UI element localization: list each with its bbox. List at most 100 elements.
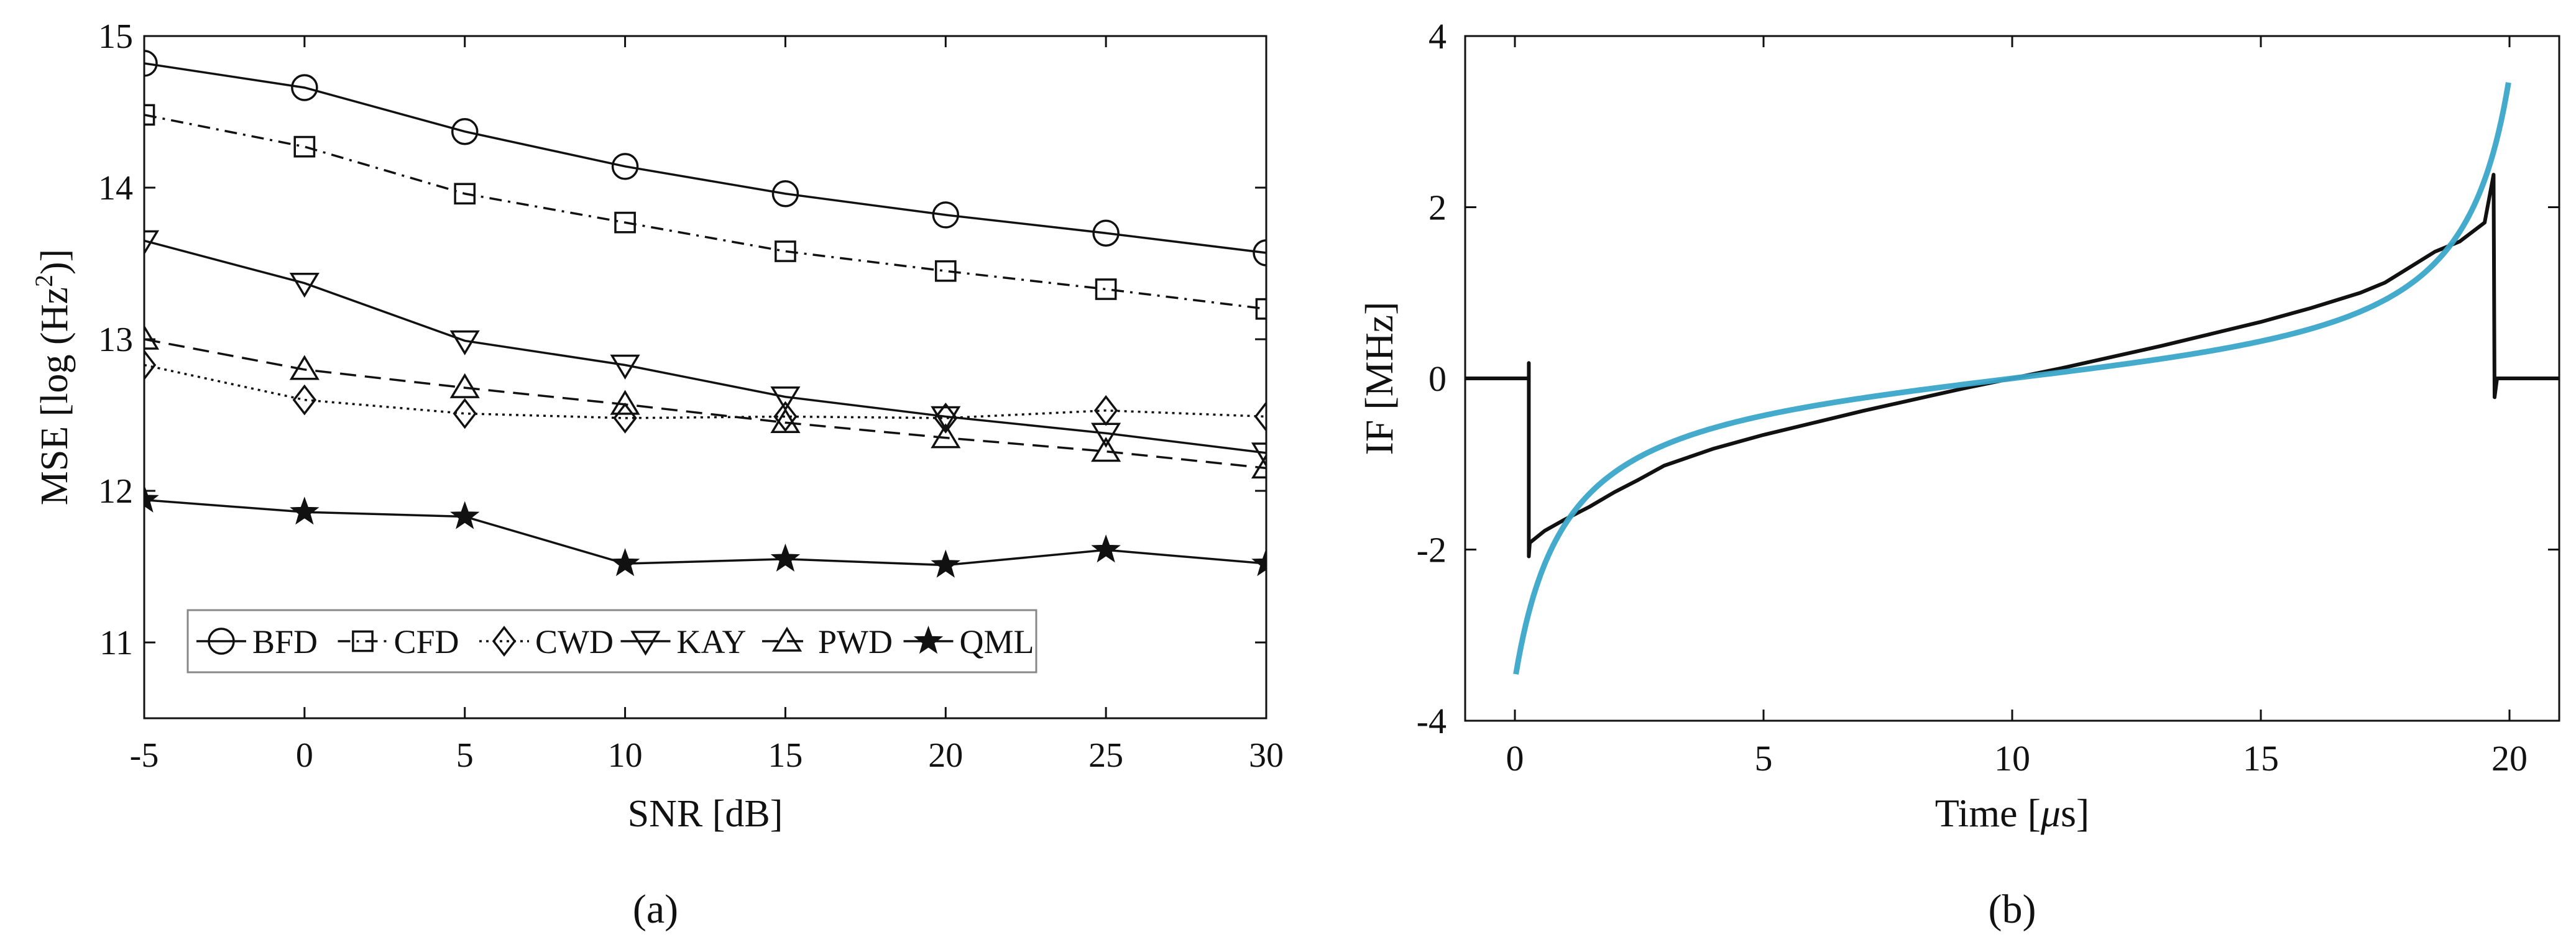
data-point-bfd: [451, 117, 479, 145]
legend-label-kay: KAY: [677, 623, 747, 660]
y-axis-label-end: )]: [34, 249, 76, 275]
series-line-cfd: [144, 114, 1266, 310]
data-point-kay: [289, 272, 320, 298]
x-axis-label: SNR [dB]: [628, 793, 783, 835]
data-point-cfd: [614, 211, 636, 234]
series-line-cwd: [144, 363, 1266, 419]
x-axis-label: Time [μs]: [1935, 791, 2089, 835]
data-point-kay: [144, 230, 160, 255]
panel-b: 0 5 10 15 20 -4 -2 0 2 4 Time [μs] IF [MHz] (b): [1357, 16, 2560, 932]
y-tick-label: -2: [1417, 530, 1447, 570]
legend-box: [186, 609, 1037, 674]
series-kay: [144, 230, 1266, 468]
x-tick-label: 10: [1994, 738, 2030, 779]
series-line-kay: [144, 239, 1266, 454]
series-qml: [144, 484, 1266, 578]
data-point-cfd: [454, 183, 476, 205]
x-tick-label: 0: [1506, 738, 1524, 779]
data-point-cwd: [453, 398, 477, 429]
x-tick-label: 5: [456, 736, 474, 775]
x-axis-label-end: s]: [2061, 791, 2089, 835]
y-tick-label: 15: [98, 17, 133, 56]
data-point-bfd: [611, 153, 639, 180]
legend-marker-cwd: [492, 626, 517, 657]
data-point-kay: [931, 406, 961, 431]
data-point-cfd: [775, 240, 796, 262]
data-point-cwd: [292, 384, 317, 416]
data-point-pwd: [770, 408, 801, 433]
data-point-bfd: [291, 74, 318, 101]
legend-marker-cfd: [352, 630, 374, 652]
data-point-cfd: [1255, 298, 1266, 320]
series-pwd: [144, 324, 1266, 479]
data-point-pwd: [1091, 437, 1121, 462]
series-cfd: [144, 104, 1266, 320]
data-point-pwd: [449, 373, 480, 398]
y-axis-label: IF [MHz]: [1357, 301, 1401, 455]
x-tick-label: 20: [2491, 738, 2528, 779]
y-axis-label-main: MSE [log (Hz: [34, 287, 76, 505]
series-line-true-if: [1513, 82, 2511, 675]
legend-marker-bfd: [208, 628, 235, 655]
data-point-qml: [610, 548, 640, 577]
panel-label-a: (a): [633, 887, 678, 932]
data-point-pwd: [1251, 453, 1266, 479]
data-point-cwd: [934, 403, 958, 434]
data-point-cfd: [934, 260, 957, 282]
data-point-pwd: [610, 390, 640, 415]
legend-marker-qml: [913, 626, 944, 654]
legend-label-qml: QML: [960, 623, 1034, 660]
data-point-cwd: [773, 401, 798, 432]
data-point-kay: [610, 354, 640, 380]
data-point-cfd: [144, 104, 155, 126]
data-point-cfd: [293, 135, 316, 158]
legend: BFD CFD CWD KAY PWD QML: [186, 609, 1037, 674]
data-point-qml: [290, 496, 320, 525]
legend-marker-kay: [630, 631, 661, 656]
series-line-estimated-if: [1465, 173, 2559, 559]
x-tick-label: 0: [296, 736, 313, 775]
y-tick-label: -4: [1417, 701, 1447, 741]
data-point-pwd: [289, 355, 320, 380]
y-tick-label: 14: [98, 169, 133, 208]
series-cwd: [144, 349, 1266, 434]
data-point-kay: [449, 330, 480, 355]
data-point-kay: [1091, 422, 1121, 448]
data-point-qml: [1251, 548, 1266, 577]
plot-area: [1465, 82, 2559, 675]
data-point-qml: [449, 501, 480, 529]
x-tick-label: 15: [768, 736, 803, 775]
legend-marker-pwd: [771, 626, 803, 652]
x-tick-label: 15: [2243, 738, 2279, 779]
data-point-bfd: [1092, 219, 1120, 247]
x-tick-label: -5: [130, 736, 159, 775]
data-point-bfd: [771, 180, 799, 208]
data-point-bfd: [1253, 239, 1266, 267]
data-point-qml: [1091, 534, 1121, 563]
legend-label-bfd: BFD: [252, 623, 318, 660]
y-tick-label: 13: [98, 321, 133, 359]
y-tick-label: 11: [99, 624, 133, 662]
x-tick-label: 5: [1755, 738, 1773, 779]
data-point-cwd: [144, 349, 157, 381]
data-point-cwd: [1254, 401, 1266, 432]
y-axis-label-superscript: 2: [30, 275, 58, 287]
data-point-kay: [770, 386, 801, 412]
data-point-pwd: [931, 423, 961, 449]
panel-a: -5 0 5 10 15 20 25 30 11 12 13 14 15 SNR [dB] MSE [log…: [30, 17, 1284, 932]
data-point-pwd: [144, 324, 160, 350]
y-tick-label: 0: [1428, 359, 1447, 399]
data-point-kay: [1251, 442, 1266, 468]
x-tick-label: 30: [1249, 736, 1284, 775]
x-axis-label-mu: μ: [2040, 791, 2061, 835]
data-point-qml: [931, 549, 961, 578]
series-line-bfd: [144, 62, 1266, 254]
plot-area: [144, 50, 1266, 578]
legend-label-pwd: PWD: [818, 623, 893, 660]
legend-label-cwd: CWD: [535, 623, 614, 660]
x-tick-label: 20: [928, 736, 963, 775]
series-line-pwd: [144, 338, 1266, 470]
y-tick-label: 2: [1428, 188, 1447, 228]
data-point-cfd: [1095, 278, 1117, 300]
y-tick-label: 12: [98, 472, 133, 511]
